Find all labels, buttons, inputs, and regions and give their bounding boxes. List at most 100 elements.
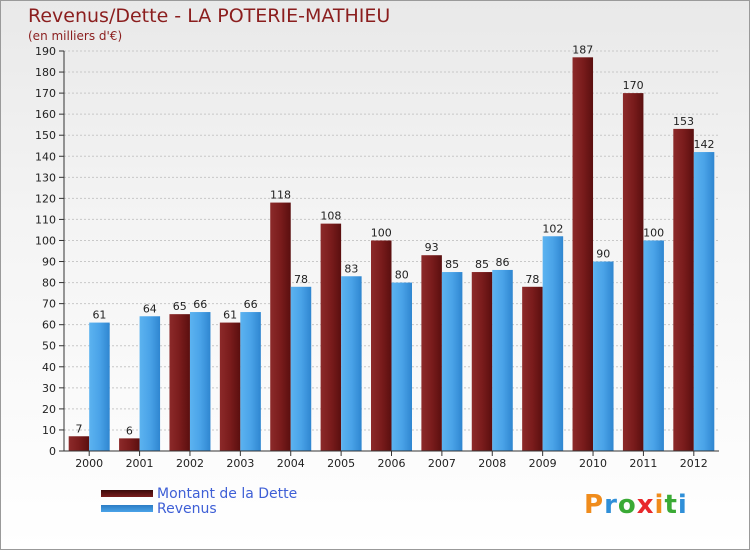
x-tick-label: 2000 bbox=[75, 457, 103, 470]
data-label: 100 bbox=[371, 226, 392, 239]
legend-label-revenus: Revenus bbox=[157, 501, 217, 517]
data-label: 83 bbox=[344, 262, 358, 275]
y-tick-label: 150 bbox=[35, 129, 56, 142]
logo-letter: i bbox=[677, 490, 688, 520]
proxiti-logo: Proxiti bbox=[584, 490, 688, 520]
bar-revenus bbox=[290, 286, 312, 451]
data-label: 86 bbox=[496, 256, 510, 269]
bar-revenus bbox=[693, 152, 715, 452]
bar-revenus bbox=[240, 312, 261, 451]
y-tick-label: 40 bbox=[42, 361, 56, 374]
legend-swatch-dette bbox=[101, 490, 153, 497]
x-tick-label: 2002 bbox=[176, 457, 204, 470]
x-tick-label: 2011 bbox=[629, 457, 657, 470]
data-label: 187 bbox=[572, 43, 593, 56]
y-tick-label: 160 bbox=[35, 108, 56, 121]
bar-revenus bbox=[542, 236, 564, 451]
y-tick-label: 190 bbox=[35, 45, 56, 58]
bar-revenus bbox=[391, 282, 412, 451]
data-label: 61 bbox=[223, 309, 237, 322]
y-tick-label: 140 bbox=[35, 150, 56, 163]
logo-letter: i bbox=[654, 490, 665, 520]
data-label: 66 bbox=[244, 298, 258, 311]
bar-dette bbox=[119, 438, 140, 451]
x-tick-label: 2010 bbox=[579, 457, 607, 470]
y-tick-label: 120 bbox=[35, 192, 56, 205]
bar-revenus bbox=[189, 312, 211, 451]
y-tick-label: 180 bbox=[35, 66, 56, 79]
data-label: 102 bbox=[542, 222, 563, 235]
y-tick-label: 110 bbox=[35, 213, 56, 226]
logo-letter: o bbox=[617, 490, 637, 520]
data-label: 118 bbox=[270, 189, 291, 202]
x-tick-label: 2006 bbox=[378, 457, 406, 470]
data-label: 142 bbox=[694, 138, 715, 151]
logo-letter: x bbox=[636, 490, 655, 520]
data-label: 170 bbox=[623, 79, 644, 92]
legend-swatch-revenus bbox=[101, 505, 153, 512]
bar-revenus bbox=[139, 316, 161, 451]
bar-dette bbox=[169, 314, 190, 451]
bar-revenus bbox=[341, 276, 362, 451]
y-tick-label: 30 bbox=[42, 382, 56, 395]
data-label: 153 bbox=[673, 115, 694, 128]
y-tick-label: 50 bbox=[42, 340, 56, 353]
bar-revenus bbox=[643, 240, 664, 451]
x-tick-label: 2012 bbox=[680, 457, 708, 470]
bar-dette bbox=[371, 240, 392, 451]
data-label: 108 bbox=[320, 210, 341, 223]
bar-dette bbox=[622, 93, 644, 452]
data-label: 80 bbox=[395, 269, 409, 282]
y-tick-label: 0 bbox=[49, 445, 56, 458]
y-tick-label: 100 bbox=[35, 234, 56, 247]
y-tick-label: 130 bbox=[35, 171, 56, 184]
y-tick-label: 60 bbox=[42, 319, 56, 332]
x-tick-label: 2004 bbox=[277, 457, 305, 470]
data-label: 7 bbox=[75, 422, 82, 435]
logo-letter: P bbox=[584, 490, 605, 520]
y-tick-label: 20 bbox=[42, 403, 56, 416]
bar-dette bbox=[522, 286, 543, 451]
data-label: 61 bbox=[92, 309, 106, 322]
data-label: 90 bbox=[596, 248, 610, 261]
bar-revenus bbox=[441, 272, 463, 451]
bar-revenus bbox=[89, 322, 110, 451]
legend-label-dette: Montant de la Dette bbox=[157, 486, 298, 502]
chart-subtitle: (en milliers d'€) bbox=[28, 29, 123, 43]
data-label: 85 bbox=[475, 258, 489, 271]
data-label: 66 bbox=[193, 298, 207, 311]
bar-revenus bbox=[593, 261, 614, 451]
data-label: 6 bbox=[126, 424, 133, 437]
logo-letter: r bbox=[604, 490, 618, 520]
data-label: 78 bbox=[525, 273, 539, 286]
x-tick-label: 2008 bbox=[478, 457, 506, 470]
bar-dette bbox=[270, 202, 291, 451]
x-tick-label: 2001 bbox=[126, 457, 154, 470]
bar-dette bbox=[673, 128, 694, 451]
data-label: 85 bbox=[445, 258, 459, 271]
bar-dette bbox=[471, 272, 493, 451]
x-tick-label: 2007 bbox=[428, 457, 456, 470]
bar-dette bbox=[421, 255, 442, 451]
data-label: 64 bbox=[143, 302, 157, 315]
logo-letter: t bbox=[664, 490, 678, 520]
bar-dette bbox=[320, 223, 342, 451]
y-tick-label: 90 bbox=[42, 256, 56, 269]
x-tick-label: 2003 bbox=[226, 457, 254, 470]
data-label: 78 bbox=[294, 273, 308, 286]
data-label: 65 bbox=[173, 300, 187, 313]
bar-revenus bbox=[492, 269, 513, 451]
data-label: 100 bbox=[643, 226, 664, 239]
bar-dette bbox=[219, 322, 241, 451]
y-tick-label: 10 bbox=[42, 424, 56, 437]
data-label: 93 bbox=[425, 241, 439, 254]
bar-dette bbox=[68, 436, 90, 451]
bar-dette bbox=[572, 57, 594, 451]
y-tick-label: 170 bbox=[35, 87, 56, 100]
chart-title: Revenus/Dette - LA POTERIE-MATHIEU bbox=[28, 5, 391, 27]
y-tick-label: 70 bbox=[42, 298, 56, 311]
y-tick-label: 80 bbox=[42, 277, 56, 290]
x-tick-label: 2009 bbox=[529, 457, 557, 470]
